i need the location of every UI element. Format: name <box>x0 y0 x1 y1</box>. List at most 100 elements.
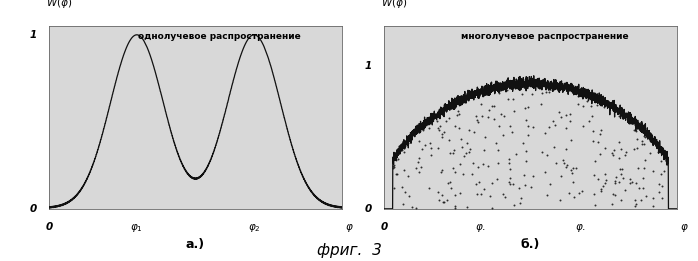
Point <box>607 202 618 206</box>
Point <box>464 147 475 151</box>
Point <box>629 128 640 132</box>
Point <box>581 99 593 103</box>
Point <box>463 150 474 155</box>
Point <box>526 92 537 96</box>
Point <box>433 146 444 150</box>
Point <box>475 102 487 106</box>
Point <box>519 173 530 177</box>
Point <box>444 180 455 184</box>
Point <box>540 130 551 135</box>
Point <box>433 128 445 132</box>
Point <box>560 147 572 151</box>
Point <box>598 104 609 109</box>
Point <box>652 150 663 155</box>
Point <box>454 162 466 166</box>
Point <box>461 205 473 209</box>
Point <box>540 170 551 174</box>
Point <box>452 109 463 113</box>
Point <box>519 183 530 187</box>
Point <box>505 182 516 186</box>
Point <box>571 165 582 170</box>
Point <box>504 176 515 180</box>
Point <box>472 118 483 122</box>
Point <box>393 157 404 161</box>
Point <box>609 192 621 197</box>
Point <box>527 125 538 129</box>
Point <box>424 121 436 125</box>
Point <box>396 148 408 152</box>
Point <box>614 167 625 171</box>
Point <box>472 192 483 196</box>
Point <box>433 126 444 130</box>
Point <box>496 112 507 117</box>
Point <box>632 137 643 141</box>
Point <box>567 166 579 170</box>
Point <box>514 201 526 205</box>
Point <box>576 189 587 193</box>
Point <box>489 103 500 108</box>
Point <box>477 162 488 167</box>
Point <box>655 172 666 176</box>
Point <box>513 186 524 190</box>
Point <box>614 140 625 144</box>
Point <box>493 161 504 165</box>
Point <box>390 158 401 162</box>
Point <box>487 205 498 210</box>
Point <box>564 119 575 123</box>
Text: б.): б.) <box>521 238 540 251</box>
Text: 0: 0 <box>45 222 52 232</box>
Point <box>600 172 611 176</box>
Point <box>635 198 646 202</box>
Point <box>620 152 631 157</box>
Point <box>476 114 487 118</box>
Point <box>389 186 400 190</box>
Point <box>447 151 459 155</box>
Point <box>644 151 655 155</box>
Point <box>499 195 510 199</box>
Text: фриг.  3: фриг. 3 <box>317 244 381 258</box>
Point <box>503 161 514 165</box>
Point <box>593 140 604 144</box>
Point <box>392 172 403 176</box>
Point <box>606 151 617 155</box>
Text: $\varphi_2$: $\varphi_2$ <box>248 222 260 234</box>
Point <box>600 146 611 150</box>
Point <box>437 135 448 139</box>
Point <box>659 169 670 173</box>
Point <box>614 114 625 118</box>
Point <box>542 193 553 198</box>
Point <box>454 111 465 116</box>
Point <box>473 120 484 124</box>
Point <box>407 205 418 209</box>
Point <box>450 193 461 197</box>
Point <box>516 195 527 200</box>
Point <box>493 91 505 95</box>
Point <box>549 145 560 149</box>
Point <box>503 97 514 101</box>
Point <box>655 159 667 163</box>
Point <box>463 128 474 132</box>
Point <box>511 152 522 156</box>
Point <box>638 134 649 138</box>
Point <box>625 181 636 185</box>
Point <box>440 119 451 123</box>
Point <box>445 186 456 190</box>
Point <box>588 173 599 177</box>
Point <box>413 160 424 164</box>
Point <box>587 129 598 133</box>
Point <box>448 148 459 152</box>
Point <box>402 141 413 145</box>
Text: $\varphi.$: $\varphi.$ <box>574 222 586 234</box>
Point <box>578 104 589 108</box>
Point <box>541 153 552 157</box>
Point <box>565 112 576 116</box>
Point <box>438 130 450 134</box>
Point <box>433 198 444 202</box>
Point <box>450 170 461 174</box>
Point <box>508 109 519 113</box>
Text: $W(\varphi)$: $W(\varphi)$ <box>46 0 72 10</box>
Point <box>410 206 422 210</box>
Point <box>566 138 577 142</box>
Point <box>609 148 620 152</box>
Point <box>498 133 509 137</box>
